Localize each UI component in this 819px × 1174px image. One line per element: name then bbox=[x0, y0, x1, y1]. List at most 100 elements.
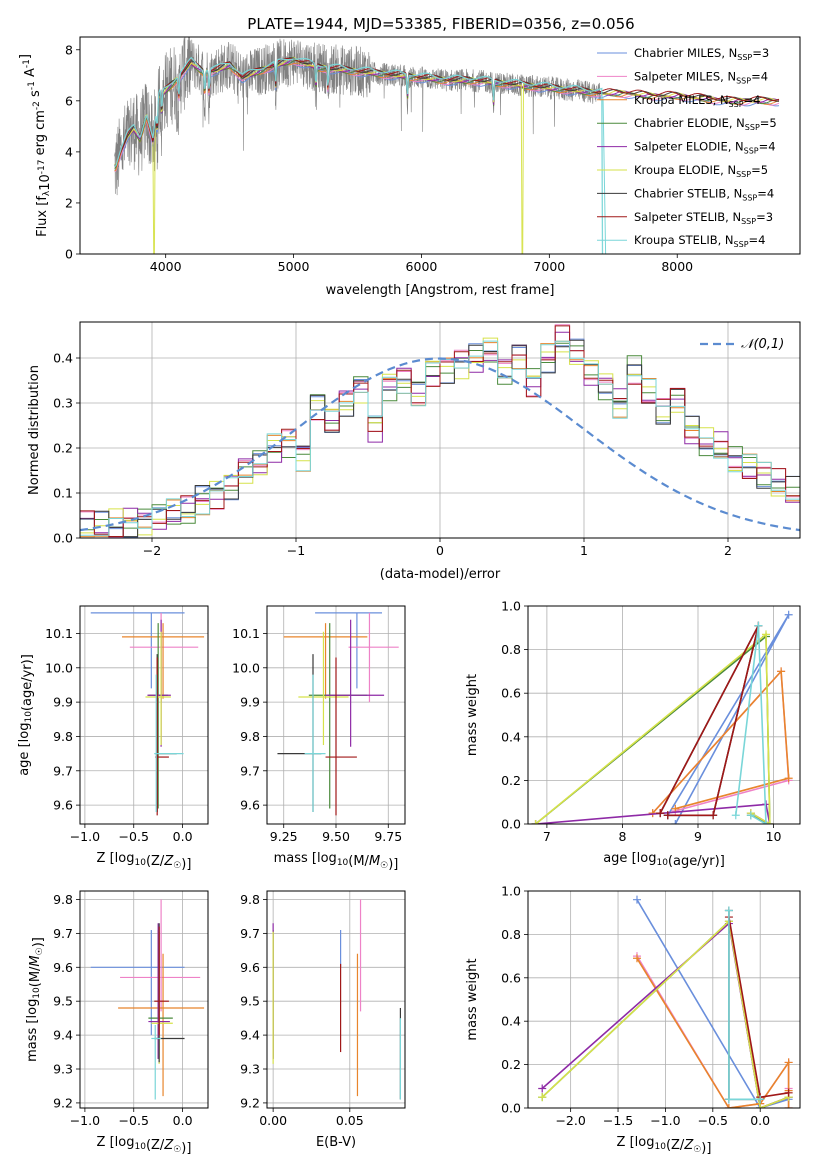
age-vs-Z-xtick-label: −0.5 bbox=[119, 829, 149, 844]
weight-marker-kroupa-stelib bbox=[746, 811, 755, 820]
mass-weight-vs-age-xtick-label: 8 bbox=[618, 829, 626, 844]
weight-marker-kroupa-stelib bbox=[754, 621, 763, 630]
errorbar-kroupa-stelib bbox=[304, 674, 326, 812]
mass-weight-vs-age-ytick-label: 0.8 bbox=[501, 642, 521, 657]
weight-marker-kroupa-elodie bbox=[762, 630, 770, 639]
mass-weight-vs-age-plot-area bbox=[531, 610, 793, 824]
weight-marker-kroupa-stelib bbox=[762, 820, 770, 824]
age-vs-Z-ytick-label: 9.7 bbox=[53, 763, 73, 778]
spectrum-xtick-label: 8000 bbox=[661, 259, 693, 274]
errorbar-kroupa-stelib bbox=[151, 1024, 162, 1100]
mass-weight-vs-age-ytick-label: 0.4 bbox=[501, 729, 521, 744]
legend-label-kroupa-elodie: Kroupa ELODIE, NSSP=5 bbox=[634, 163, 768, 179]
spectrum-ytick-label: 4 bbox=[65, 144, 73, 159]
weight-marker-kroupa-miles bbox=[724, 1104, 733, 1108]
age-vs-Z-xtick-label: 0.0 bbox=[173, 829, 193, 844]
mass-weight-vs-age-ytick-label: 1.0 bbox=[501, 599, 521, 614]
residual-distribution-axes: −2 −1 0 1 2 0.0 0.1 0.2 0.3 0.4 𝒩(0,1) (data-model)… bbox=[27, 321, 801, 582]
weight-marker-kroupa-elodie bbox=[531, 820, 540, 824]
mass-vs-EBV-ytick-label: 9.2 bbox=[240, 1095, 260, 1110]
age-vs-Z-xlabel: Z [log10(Z/Z☉)] bbox=[97, 851, 192, 872]
age-vs-Z-ytick-label: 9.6 bbox=[53, 798, 73, 813]
weight-marker-salpeter-stelib bbox=[663, 811, 672, 820]
errorbar-salpeter-elodie bbox=[325, 619, 385, 747]
age-vs-mass-ytick-label: 10.0 bbox=[232, 660, 260, 675]
age-vs-mass-ytick-label: 9.7 bbox=[240, 763, 260, 778]
weight-marker-salpeter-stelib bbox=[656, 809, 665, 818]
weight-marker-kroupa-miles bbox=[784, 1058, 793, 1067]
spectrum-ytick-label: 2 bbox=[65, 195, 73, 210]
residual-distribution-xtick-label: 0 bbox=[436, 543, 444, 558]
residual-distribution-ytick-label: 0.0 bbox=[53, 531, 73, 546]
spectrum-xtick-label: 7000 bbox=[533, 259, 565, 274]
weight-line-kroupa-miles bbox=[652, 669, 790, 814]
mass-vs-Z-ytick-label: 9.7 bbox=[53, 926, 73, 941]
mass-vs-Z-ytick-label: 9.5 bbox=[53, 994, 73, 1009]
age-vs-mass-xlabel: mass [log10(M/M☉)] bbox=[274, 851, 399, 872]
legend-label-kroupa-stelib: Kroupa STELIB, NSSP=4 bbox=[634, 233, 765, 249]
weight-line-kroupa-elodie bbox=[535, 632, 771, 824]
mass-vs-Z-panel: −1.0 −0.5 0.0 9.2 9.3 9.4 9.5 9.6 9.7 9.8 Z [log10… bbox=[25, 890, 209, 1156]
mass-weight-vs-Z-ytick-label: 0.8 bbox=[501, 927, 521, 942]
spectrum-xtick-label: 6000 bbox=[406, 259, 438, 274]
age-vs-Z-xtick-label: −1.0 bbox=[70, 829, 100, 844]
errorbar-kroupa-elodie bbox=[298, 631, 349, 746]
mass-vs-Z-ytick-label: 9.6 bbox=[53, 960, 73, 975]
mass-weight-vs-Z-ytick-label: 0.2 bbox=[501, 1057, 521, 1072]
weight-line-salpeter-stelib bbox=[659, 625, 760, 817]
mass-vs-EBV-ytick-label: 9.3 bbox=[240, 1062, 260, 1077]
mass-weight-vs-Z-xtick-label: −1.5 bbox=[603, 1113, 633, 1128]
mass-vs-Z-xtick-label: −0.5 bbox=[119, 1113, 149, 1128]
errorbar-kroupa-miles bbox=[283, 623, 368, 699]
spectrum-xtick-label: 5000 bbox=[278, 259, 310, 274]
weight-marker-kroupa-stelib bbox=[724, 1095, 733, 1104]
weight-marker-kroupa-elodie bbox=[765, 820, 774, 824]
residual-xlabel: (data-model)/error bbox=[380, 567, 501, 582]
residual-distribution-xtick-label: −2 bbox=[143, 543, 161, 558]
weight-line-kroupa-stelib bbox=[735, 625, 767, 824]
errorbar-kroupa-miles bbox=[122, 623, 205, 699]
mass-vs-EBV-xtick-label: 0.00 bbox=[259, 1113, 287, 1128]
mass-weight-vs-Z-ytick-label: 0.0 bbox=[501, 1101, 521, 1116]
spectrum-plot-area bbox=[114, 37, 780, 254]
legend-label-chabrier-elodie: Chabrier ELODIE, NSSP=5 bbox=[634, 116, 777, 132]
age-vs-Z-panel: −1.0 −0.5 0.0 9.6 9.7 9.8 9.9 10.0 10.1 Z [log10(… bbox=[17, 605, 209, 872]
weight-series-kroupa-stelib bbox=[731, 621, 770, 824]
residual-distribution-ytick-label: 0.3 bbox=[53, 396, 73, 411]
mass-weight-vs-Z-xtick-label: 0.0 bbox=[750, 1113, 770, 1128]
mass-vs-EBV-xtick-label: 0.05 bbox=[336, 1113, 364, 1128]
errorbar-salpeter-miles bbox=[348, 612, 399, 703]
errorbar-chabrier-miles bbox=[315, 612, 382, 689]
mass-vs-Z-ytick-label: 9.2 bbox=[53, 1095, 73, 1110]
errorbar-kroupa-elodie bbox=[145, 631, 171, 746]
weight-marker-kroupa-miles bbox=[632, 954, 641, 963]
mass-weight-vs-Z-ytick-label: 0.4 bbox=[501, 1014, 521, 1029]
errorbar-salpeter-miles bbox=[120, 899, 201, 1012]
weight-series-kroupa-miles bbox=[648, 667, 793, 818]
age-vs-Z-ytick-label: 9.8 bbox=[53, 729, 73, 744]
spectrum-legend: Chabrier MILES, NSSP=3 Salpeter MILES, NS… bbox=[597, 46, 777, 249]
age-vs-Z-plot-area bbox=[90, 612, 205, 816]
mass-weight-vs-age-ytick-label: 0.0 bbox=[501, 817, 521, 832]
model-dropout-kroupa-stelib bbox=[602, 98, 607, 254]
mass-weight-vs-Z-axes: −2.0 −1.5 −1.0 −0.5 0.0 0.0 0.2 0.4 0.6 0.8 1.0 Z [… bbox=[465, 884, 801, 1156]
errorbar-chabrier-miles bbox=[90, 612, 185, 689]
spectrum-ytick-label: 8 bbox=[65, 42, 73, 57]
age-vs-mass-xtick-label: 9.50 bbox=[322, 829, 350, 844]
model-spectrum-kroupa-elodie bbox=[114, 56, 780, 254]
weight-marker-kroupa-elodie bbox=[538, 1093, 547, 1102]
mass-weight-vs-Z-frame bbox=[527, 890, 801, 1109]
age-vs-mass-plot-area bbox=[277, 612, 399, 816]
mass-vs-EBV-ytick-label: 9.4 bbox=[240, 1028, 260, 1043]
weight-marker-kroupa-miles bbox=[777, 667, 786, 676]
residual-ylabel: Normed distribution bbox=[27, 365, 42, 495]
mass-vs-Z-frame bbox=[79, 890, 209, 1109]
residual-distribution-ytick-label: 0.4 bbox=[53, 351, 73, 366]
legend-label-chabrier-miles: Chabrier MILES, NSSP=3 bbox=[634, 46, 769, 62]
mass-weight-vs-Z-xtick-label: −1.0 bbox=[650, 1113, 680, 1128]
mass-vs-Z-xtick-label: 0.0 bbox=[173, 1113, 193, 1128]
mass-vs-EBV-plot-area bbox=[272, 899, 401, 1100]
age-vs-mass-axes: 9.25 9.50 9.75 9.6 9.7 9.8 9.9 10.0 10.1 mass [lo… bbox=[232, 605, 406, 872]
residual-distribution-xtick-label: 1 bbox=[580, 543, 588, 558]
